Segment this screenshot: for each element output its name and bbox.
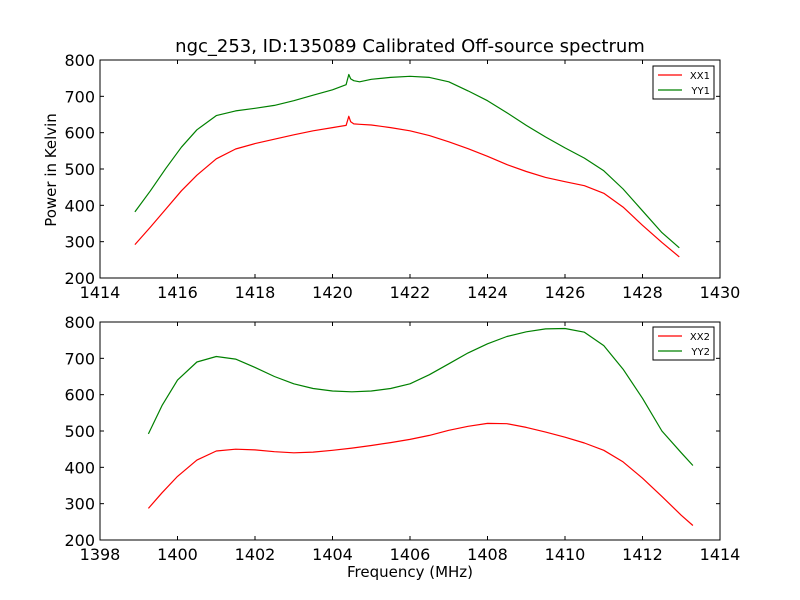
y-tick-label: 800: [64, 51, 95, 70]
y-tick-label: 300: [64, 233, 95, 252]
series-line-xx1: [134, 115, 680, 258]
x-tick-label: 1422: [390, 283, 431, 302]
x-tick-label: 1398: [80, 545, 121, 564]
y-tick-label: 200: [64, 269, 95, 288]
x-tick-label: 1424: [467, 283, 508, 302]
legend-label-xx1: XX1: [690, 71, 710, 82]
chart-title: ngc_253, ID:135089 Calibrated Off-source…: [175, 36, 645, 57]
x-tick-label: 1428: [622, 283, 663, 302]
bottom-panel: 1398 1400 1402 1404 1406 1408 1410 1412 1414 200 3…: [64, 313, 740, 564]
x-tick-label: 1426: [545, 283, 586, 302]
x-tick-label: 1420: [312, 283, 353, 302]
x-tick-label: 1414: [700, 545, 741, 564]
series-line-xx2: [147, 422, 694, 526]
series-line-yy2: [147, 327, 694, 466]
x-tick-label: 1408: [467, 545, 508, 564]
x-tick-label: 1416: [157, 283, 198, 302]
x-tick-label: 1400: [157, 545, 198, 564]
top-panel: 1414 1416 1418 1420 1422 1424 1426 1428 1430 200 3…: [64, 51, 740, 302]
y-axis-label: Power in Kelvin: [42, 113, 60, 227]
x-axis-label: Frequency (MHz): [347, 563, 473, 581]
x-tick-label: 1410: [545, 545, 586, 564]
y-tick-label: 700: [64, 349, 95, 368]
x-tick-label: 1412: [622, 545, 663, 564]
y-tick-label: 500: [64, 422, 95, 441]
legend-label-yy1: YY1: [690, 86, 710, 97]
y-tick-label: 500: [64, 160, 95, 179]
x-tick-label: 1404: [312, 545, 353, 564]
x-tick-label: 1414: [80, 283, 121, 302]
y-tick-label: 600: [64, 386, 95, 405]
y-tick-label: 700: [64, 87, 95, 106]
x-tick-label: 1418: [235, 283, 276, 302]
series-line-yy1: [134, 73, 680, 249]
x-tick-label: 1402: [235, 545, 276, 564]
y-tick-label: 300: [64, 495, 95, 514]
legend-box: [652, 326, 715, 361]
legend-box: [652, 65, 715, 100]
y-tick-label: 200: [64, 531, 95, 550]
legend-label-xx2: XX2: [690, 332, 710, 343]
y-tick-label: 400: [64, 196, 95, 215]
legend-label-yy2: YY2: [690, 347, 710, 358]
y-tick-label: 600: [64, 124, 95, 143]
x-tick-label: 1406: [390, 545, 431, 564]
y-tick-label: 800: [64, 313, 95, 332]
y-tick-label: 400: [64, 458, 95, 477]
x-tick-label: 1430: [700, 283, 741, 302]
